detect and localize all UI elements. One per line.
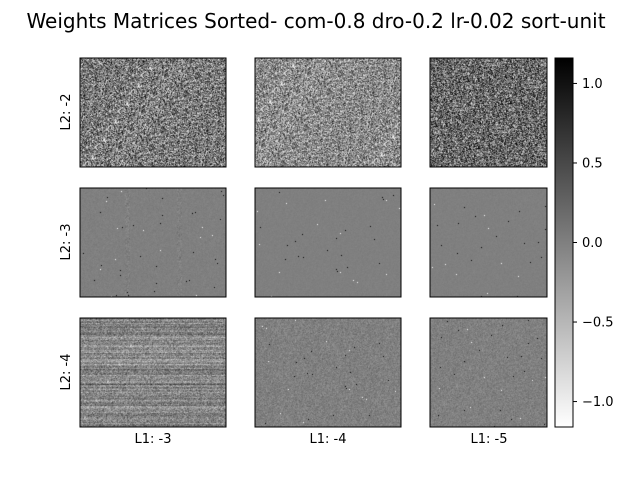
heatmap-panel-r1-c0 [79,187,227,298]
chart-title: Weights Matrices Sorted- com-0.8 dro-0.2… [26,9,605,33]
heatmap-panel-r2-c1 [254,317,402,428]
row-label-2: L2: -4 [59,354,74,391]
colorbar-tick-label: −0.5 [582,316,614,331]
row-label-1: L2: -3 [59,224,74,261]
colorbar-tick-label: 0.0 [582,236,603,251]
heatmap-image [80,188,226,297]
colorbar-ticks: 1.0 0.5 0.0 −0.5 −1.0 [573,77,614,410]
heatmap-frame [79,57,227,168]
heatmap-panel-r0-c1 [254,57,402,168]
col-label-0: L1: -3 [135,432,172,447]
heatmap-image [255,58,401,167]
heatmap-image [430,188,547,297]
row-label-0: L2: -2 [59,94,74,131]
heatmap-image [80,318,226,427]
heatmap-image [80,58,226,167]
colorbar-tick-label: 0.5 [582,156,603,171]
heatmap-frame [254,57,402,168]
heatmap-frame [254,317,402,428]
heatmap-frame [79,187,227,298]
heatmap-panel-r0-c2 [429,57,548,168]
colorbar: 1.0 0.5 0.0 −0.5 −1.0 [554,57,614,428]
heatmap-frame [429,317,548,428]
heatmap-frame [429,187,548,298]
heatmap-panel-r0-c0 [79,57,227,168]
heatmap-image [430,318,547,427]
heatmap-image [255,318,401,427]
heatmap-frame [79,317,227,428]
col-label-2: L1: -5 [471,432,508,447]
colorbar-tick-label: 1.0 [582,77,603,92]
heatmap-panel-r2-c2 [429,317,548,428]
heatmap-image [430,58,547,167]
heatmap-frame [429,57,548,168]
heatmap-panel-r2-c0 [79,317,227,428]
col-label-1: L1: -4 [310,432,347,447]
heatmap-panel-r1-c2 [429,187,548,298]
heatmap-grid [79,57,548,428]
heatmap-frame [254,187,402,298]
colorbar-gradient [554,57,574,428]
colorbar-tick-label: −1.0 [582,395,614,410]
heatmap-image [255,188,401,297]
heatmap-panel-r1-c1 [254,187,402,298]
